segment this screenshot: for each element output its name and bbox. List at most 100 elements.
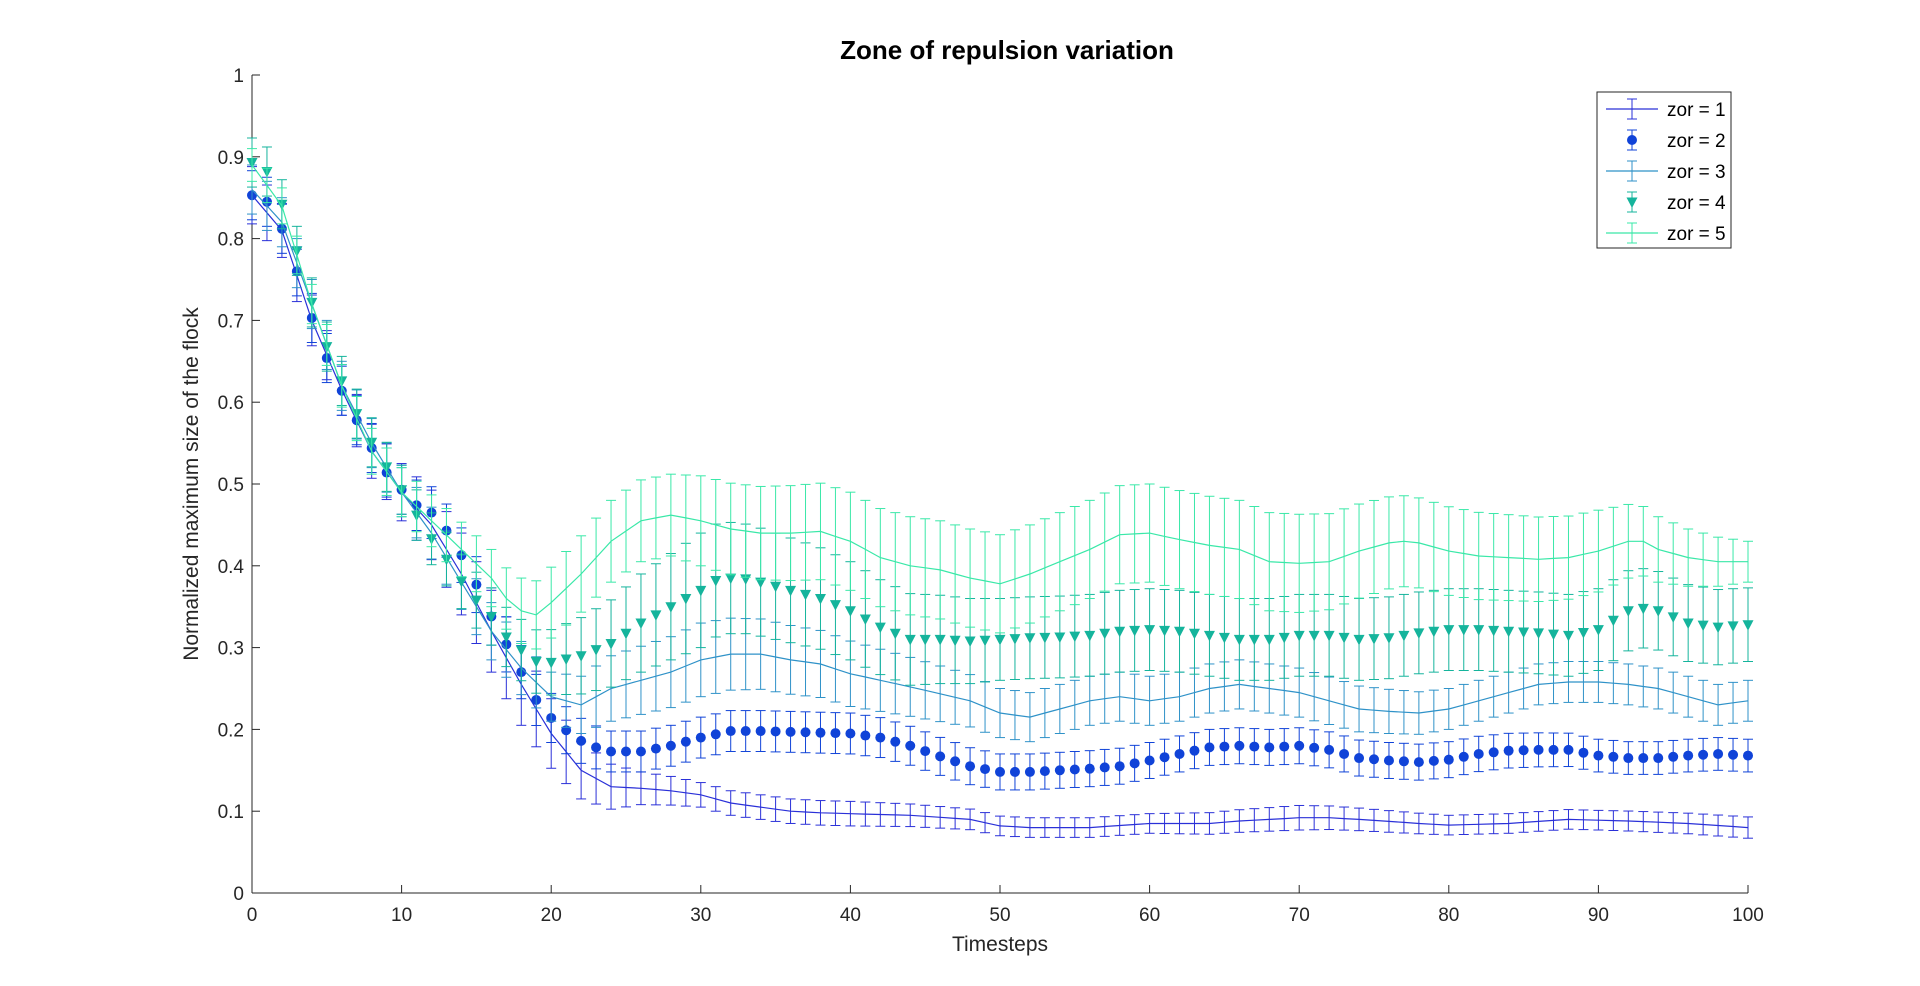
- y-tick-label: 0.5: [218, 475, 244, 496]
- data-point: [1578, 747, 1589, 758]
- x-tick-label: 30: [690, 905, 711, 926]
- legend: zor = 1 zor = 2 zor = 3 zor = 4 zor = 5: [1596, 91, 1732, 249]
- x-tick-label: 80: [1438, 905, 1459, 926]
- data-point: [1264, 742, 1275, 753]
- data-point: [770, 581, 782, 593]
- legend-label: zor = 4: [1667, 193, 1726, 214]
- data-point: [1174, 748, 1185, 759]
- data-point: [1024, 766, 1035, 777]
- y-tick-label: 0.8: [218, 230, 244, 251]
- data-point: [1353, 634, 1365, 646]
- data-point: [665, 602, 677, 613]
- data-point: [875, 732, 886, 743]
- data-point: [560, 654, 572, 666]
- legend-label: zor = 2: [1667, 131, 1726, 152]
- data-point: [1563, 744, 1574, 755]
- data-point: [1144, 755, 1155, 766]
- data-point: [1174, 626, 1186, 638]
- data-point: [859, 614, 871, 625]
- data-point: [1622, 606, 1634, 617]
- data-point: [740, 726, 751, 737]
- y-axis-label: Normalized maximum size of the flock: [180, 307, 203, 661]
- legend-label: zor = 1: [1667, 100, 1726, 121]
- data-point: [1323, 630, 1335, 642]
- data-point: [1413, 757, 1424, 768]
- series-layer: [246, 137, 1754, 839]
- y-tick-label: 0.3: [218, 639, 244, 660]
- data-point: [1488, 625, 1500, 637]
- data-point: [1518, 745, 1529, 756]
- data-point: [1593, 750, 1604, 761]
- data-point: [1099, 628, 1111, 640]
- data-point: [1233, 634, 1245, 646]
- data-point: [829, 600, 841, 611]
- data-point: [605, 639, 617, 650]
- data-point: [1533, 744, 1544, 755]
- data-point: [1278, 632, 1290, 644]
- data-point: [1294, 740, 1305, 751]
- data-point: [1339, 748, 1350, 759]
- legend-box: [1596, 91, 1732, 249]
- data-point: [1293, 630, 1305, 642]
- data-point: [1009, 766, 1020, 777]
- y-tick-label: 0.6: [218, 393, 244, 414]
- data-point: [830, 728, 841, 739]
- data-point: [964, 636, 976, 648]
- legend-entry: zor = 2: [1627, 129, 1726, 152]
- x-tick-label: 40: [840, 905, 861, 926]
- data-point: [1324, 744, 1335, 755]
- data-point: [874, 622, 886, 634]
- data-point: [980, 764, 991, 775]
- data-point: [1503, 745, 1514, 756]
- data-point: [1727, 621, 1739, 632]
- data-point: [530, 657, 542, 668]
- data-point: [1069, 631, 1081, 643]
- data-point: [1518, 627, 1530, 639]
- data-point: [1742, 620, 1754, 631]
- data-point: [575, 651, 587, 662]
- data-point: [1398, 630, 1410, 642]
- data-point: [1592, 625, 1604, 636]
- data-point: [1248, 634, 1260, 646]
- data-point: [606, 746, 617, 757]
- data-point: [934, 634, 946, 646]
- data-point: [844, 606, 856, 617]
- legend-marker: [1627, 135, 1637, 145]
- data-point: [1473, 748, 1484, 759]
- data-point: [1368, 634, 1380, 645]
- series-5: [247, 148, 1753, 650]
- data-point: [950, 756, 961, 767]
- data-point: [1054, 632, 1066, 643]
- data-point: [1218, 632, 1230, 644]
- legend-label: zor = 5: [1667, 224, 1726, 245]
- x-tick-label: 60: [1139, 905, 1160, 926]
- data-point: [845, 728, 856, 739]
- data-point: [455, 576, 467, 588]
- data-point: [919, 634, 931, 646]
- data-point: [1383, 633, 1395, 644]
- data-point: [710, 729, 721, 740]
- data-point: [979, 635, 991, 647]
- data-point: [710, 576, 722, 587]
- data-point: [1443, 625, 1455, 636]
- data-point: [1129, 625, 1141, 637]
- data-point: [1473, 625, 1485, 636]
- data-point: [591, 742, 602, 753]
- data-point: [1638, 753, 1649, 764]
- data-point: [485, 612, 497, 623]
- data-point: [635, 746, 646, 757]
- data-point: [1084, 630, 1096, 642]
- data-point: [1697, 620, 1709, 632]
- data-point: [1369, 754, 1379, 765]
- y-tick-label: 0.2: [218, 720, 244, 741]
- data-point: [650, 610, 662, 621]
- data-point: [1189, 745, 1200, 756]
- data-point: [995, 766, 1005, 777]
- data-point: [680, 594, 692, 605]
- data-point: [695, 585, 707, 597]
- data-point: [650, 743, 661, 754]
- data-point: [1458, 751, 1469, 762]
- data-point: [1129, 758, 1140, 769]
- y-tick-label: 0.9: [218, 148, 244, 169]
- data-point: [1159, 752, 1170, 763]
